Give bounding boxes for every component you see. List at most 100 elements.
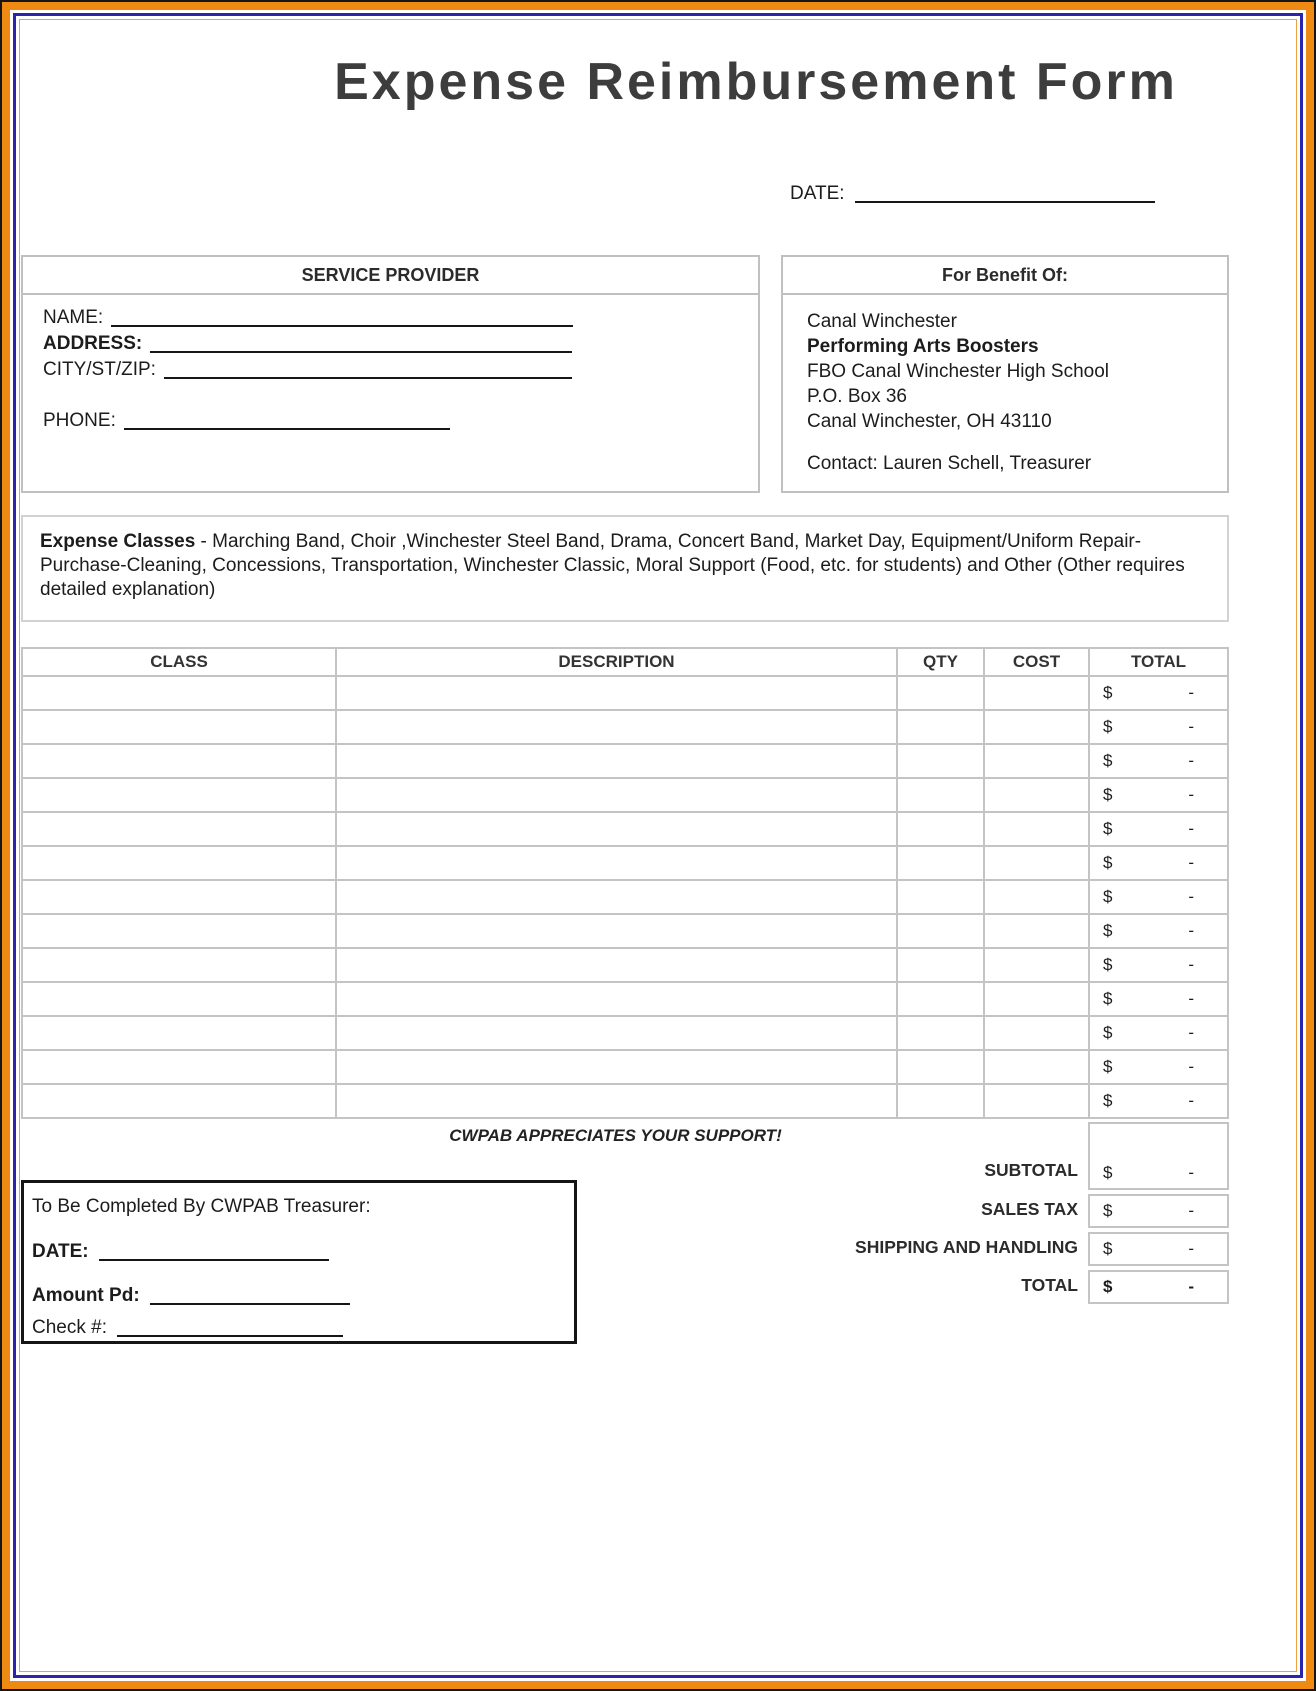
table-header-row: CLASS DESCRIPTION QTY COST TOTAL [23,649,1227,677]
class-cell[interactable] [23,915,337,947]
total-cell: $ - [1090,1017,1227,1049]
qty-cell[interactable] [898,983,985,1015]
qty-cell[interactable] [898,915,985,947]
cost-cell[interactable] [985,983,1090,1015]
class-cell[interactable] [23,711,337,743]
cost-cell[interactable] [985,915,1090,947]
qty-cell[interactable] [898,711,985,743]
phone-input-line[interactable] [123,412,450,430]
description-cell[interactable] [337,881,898,913]
description-cell[interactable] [337,779,898,811]
cost-cell[interactable] [985,779,1090,811]
qty-cell[interactable] [898,881,985,913]
sales-tax-amount: - [1188,1201,1194,1220]
table-row: $ - [23,847,1227,881]
city-st-zip-field: CITY/ST/ZIP: [43,359,572,381]
empty-amount: - [1188,785,1194,804]
table-row: $ - [23,949,1227,983]
treasurer-date-input-line[interactable] [98,1243,329,1261]
cost-cell[interactable] [985,813,1090,845]
column-header-description: DESCRIPTION [337,649,898,675]
description-cell[interactable] [337,677,898,709]
qty-cell[interactable] [898,779,985,811]
name-input-line[interactable] [111,309,574,327]
cost-cell[interactable] [985,949,1090,981]
qty-cell[interactable] [898,813,985,845]
empty-amount: - [1188,819,1194,838]
empty-amount: - [1188,853,1194,872]
check-number-input-line[interactable] [116,1319,343,1337]
table-row: $ - [23,1051,1227,1085]
qty-cell[interactable] [898,1085,985,1117]
description-cell[interactable] [337,1085,898,1117]
class-cell[interactable] [23,813,337,845]
currency-symbol: $ [1103,989,1113,1008]
class-cell[interactable] [23,745,337,777]
table-row: $ - [23,983,1227,1017]
currency-symbol: $ [1103,1163,1113,1182]
total-cell: $ - [1090,813,1227,845]
currency-symbol: $ [1103,955,1113,974]
currency-symbol: $ [1103,1239,1113,1258]
description-cell[interactable] [337,711,898,743]
description-cell[interactable] [337,983,898,1015]
table-row: $ - [23,711,1227,745]
empty-amount: - [1188,1091,1194,1110]
qty-cell[interactable] [898,745,985,777]
class-cell[interactable] [23,677,337,709]
description-cell[interactable] [337,949,898,981]
cost-cell[interactable] [985,677,1090,709]
total-cell: $ - [1090,983,1227,1015]
cost-cell[interactable] [985,745,1090,777]
treasurer-box: To Be Completed By CWPAB Treasurer: DATE… [21,1180,577,1344]
subtotal-label: SUBTOTAL [984,1160,1078,1180]
cost-cell[interactable] [985,711,1090,743]
date-input-line[interactable] [854,185,1155,203]
column-header-qty: QTY [898,649,985,675]
sales-tax-label: SALES TAX [981,1199,1078,1219]
currency-symbol: $ [1103,785,1113,804]
total-cell: $ - [1090,881,1227,913]
description-cell[interactable] [337,745,898,777]
benefit-line: Canal Winchester [807,311,957,332]
city-st-zip-input-line[interactable] [163,361,572,379]
class-cell[interactable] [23,1085,337,1117]
date-row: DATE: [790,183,1155,205]
cost-cell[interactable] [985,1017,1090,1049]
expense-table: CLASS DESCRIPTION QTY COST TOTAL $ - $ - $ - $… [21,647,1229,1119]
benefit-line: P.O. Box 36 [807,386,907,407]
benefit-header: For Benefit Of: [783,257,1227,295]
amount-paid-input-line[interactable] [149,1287,350,1305]
support-note: CWPAB APPRECIATES YOUR SUPPORT! [449,1126,782,1145]
class-cell[interactable] [23,779,337,811]
address-input-line[interactable] [150,335,573,353]
qty-cell[interactable] [898,1017,985,1049]
qty-cell[interactable] [898,847,985,879]
qty-cell[interactable] [898,677,985,709]
table-row: $ - [23,677,1227,711]
treasurer-date-label: DATE: [32,1241,89,1262]
description-cell[interactable] [337,1017,898,1049]
cost-cell[interactable] [985,881,1090,913]
cost-cell[interactable] [985,1085,1090,1117]
currency-symbol: $ [1103,1277,1113,1296]
description-cell[interactable] [337,847,898,879]
table-row: $ - [23,813,1227,847]
class-cell[interactable] [23,983,337,1015]
class-cell[interactable] [23,949,337,981]
description-cell[interactable] [337,1051,898,1083]
qty-cell[interactable] [898,1051,985,1083]
class-cell[interactable] [23,881,337,913]
empty-amount: - [1188,1023,1194,1042]
address-field: ADDRESS: [43,333,573,355]
class-cell[interactable] [23,847,337,879]
description-cell[interactable] [337,915,898,947]
class-cell[interactable] [23,1017,337,1049]
currency-symbol: $ [1103,717,1113,736]
cost-cell[interactable] [985,1051,1090,1083]
cost-cell[interactable] [985,847,1090,879]
class-cell[interactable] [23,1051,337,1083]
expense-classes-text: - Marching Band, Choir ,Winchester Steel… [40,531,1185,600]
qty-cell[interactable] [898,949,985,981]
description-cell[interactable] [337,813,898,845]
